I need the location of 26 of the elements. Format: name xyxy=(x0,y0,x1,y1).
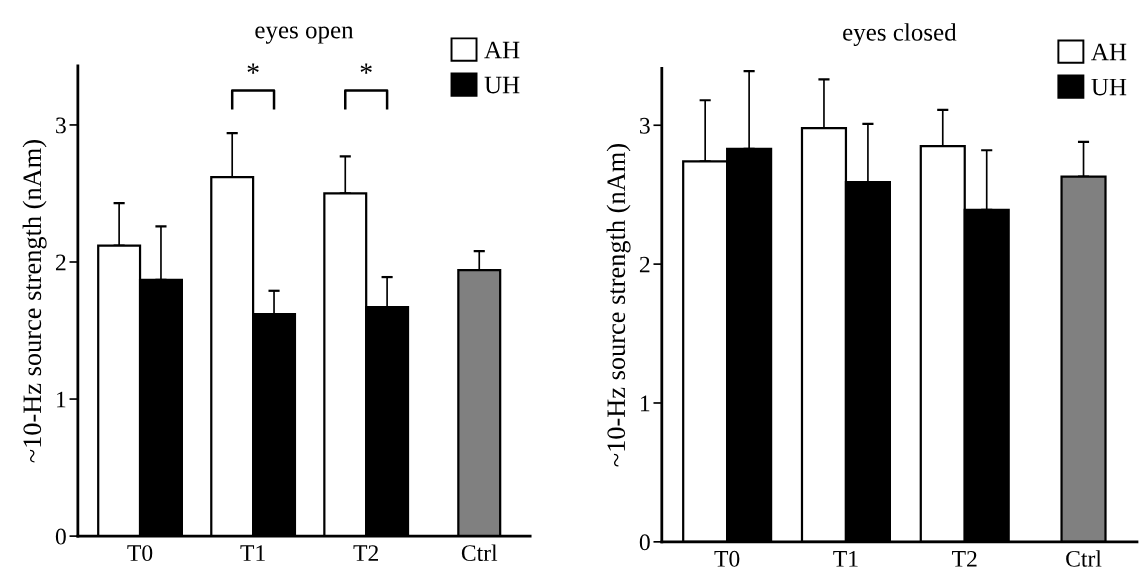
y-tick-label: 1 xyxy=(57,391,66,408)
y-tick-label: 2 xyxy=(639,256,650,273)
y-tick-label: 3 xyxy=(56,117,66,134)
x-tick-label: T2 xyxy=(952,550,977,567)
x-tick-label: Ctrl xyxy=(461,544,498,562)
x-tick-label: T2 xyxy=(353,545,378,561)
y-tick-label: 0 xyxy=(639,534,650,551)
x-tick-label: T1 xyxy=(240,545,265,561)
annotation: * xyxy=(247,63,259,74)
legend-label: AH xyxy=(1091,43,1127,61)
legend-label: UH xyxy=(484,76,520,94)
x-tick-label: Ctrl xyxy=(1066,550,1102,567)
x-tick-label: T0 xyxy=(127,545,153,562)
x-tick-label: T1 xyxy=(833,550,858,567)
y-tick-label: 2 xyxy=(55,254,66,271)
chart-title: eyes closed xyxy=(843,23,957,46)
y-tick-label: 3 xyxy=(640,117,650,134)
annotation: * xyxy=(360,63,372,74)
y-axis-title: ~10-Hz source strength (nAm) xyxy=(22,140,47,463)
y-axis-title: ~10-Hz source strength (nAm) xyxy=(606,144,631,467)
legend-label: UH xyxy=(1091,78,1127,96)
y-tick-label: 0 xyxy=(55,528,66,545)
y-tick-label: 1 xyxy=(640,395,650,412)
x-tick-label: T0 xyxy=(714,550,740,567)
legend-label: AH xyxy=(484,41,520,59)
chart-title: eyes open xyxy=(255,26,354,44)
